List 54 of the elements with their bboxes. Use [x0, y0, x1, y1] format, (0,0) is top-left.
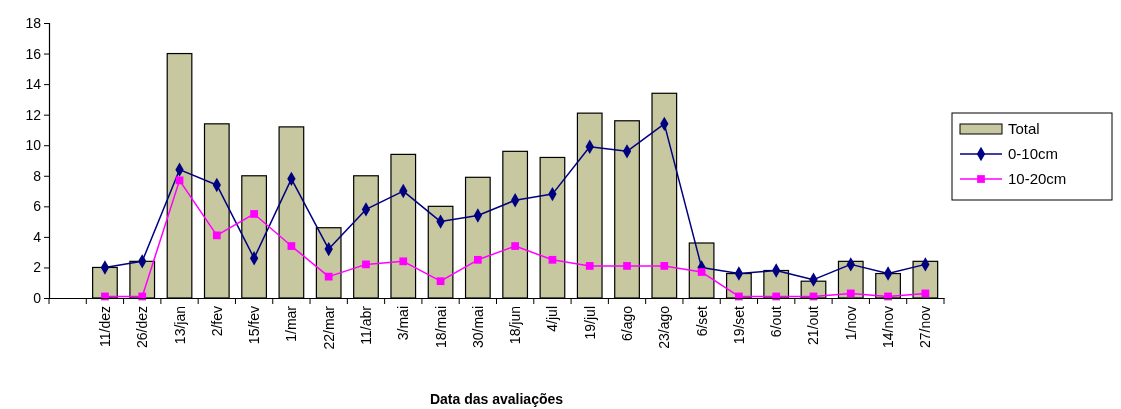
x-axis-title: Data das avaliações [429, 391, 564, 407]
point [548, 255, 557, 264]
point [287, 242, 296, 250]
point [250, 210, 258, 218]
point [399, 257, 408, 266]
point [324, 272, 333, 281]
y-tick-label: 6 [33, 198, 42, 215]
x-tick-label: 11/dez [96, 306, 113, 347]
x-tick-label: 1/mar [283, 305, 300, 342]
point [436, 277, 445, 286]
legend-label: 0-10cm [1008, 145, 1059, 162]
point [846, 289, 855, 298]
point [362, 260, 370, 269]
point [585, 262, 594, 270]
x-tick-label: 23/ago [656, 305, 673, 349]
point [623, 262, 631, 270]
x-tick-label: 1/nov [842, 306, 859, 341]
x-tick-label: 6/out [768, 305, 785, 338]
point [697, 268, 706, 276]
x-tick-label: 2/fev [208, 306, 225, 337]
x-tick-label: 27/nov [917, 306, 934, 349]
x-tick-label: 19/set [730, 305, 747, 345]
x-tick-label: 21/out [805, 305, 822, 345]
point [511, 242, 520, 250]
point [921, 289, 930, 298]
y-tick-label: 0 [33, 289, 42, 306]
x-tick-label: 26/dez [134, 306, 151, 349]
x-tick-label: 4/jul [544, 306, 561, 332]
y-tick-label: 18 [25, 14, 42, 31]
x-tick-label: 11/abr [357, 305, 374, 345]
point [212, 231, 221, 240]
point [175, 176, 184, 185]
y-tick-label: 16 [25, 45, 42, 62]
x-tick-label: 6/set [693, 305, 710, 337]
x-tick-label: 30/mai [469, 306, 486, 349]
point [660, 262, 669, 270]
y-tick-label: 14 [25, 76, 42, 93]
x-tick-label: 22/mar [320, 305, 337, 350]
y-tick-label: 4 [33, 228, 42, 245]
x-tick-label: 6/ago [619, 305, 636, 342]
x-tick-label: 18/jun [507, 306, 524, 345]
x-tick-label: 14/nov [880, 306, 897, 349]
x-tick-label: 19/jul [581, 306, 598, 340]
legend-label: 10-20cm [1008, 170, 1067, 187]
x-tick-label: 3/mai [395, 306, 412, 341]
y-tick-label: 12 [25, 106, 42, 123]
y-tick-label: 10 [25, 137, 42, 154]
y-tick-label: 2 [33, 259, 42, 276]
x-tick-label: 18/mai [432, 306, 449, 349]
y-tick-label: 8 [33, 167, 42, 184]
point [473, 255, 482, 264]
x-tick-label: 13/jan [171, 306, 188, 345]
legend-label: Total [1008, 120, 1040, 137]
x-tick-label: 15/fev [246, 306, 263, 345]
